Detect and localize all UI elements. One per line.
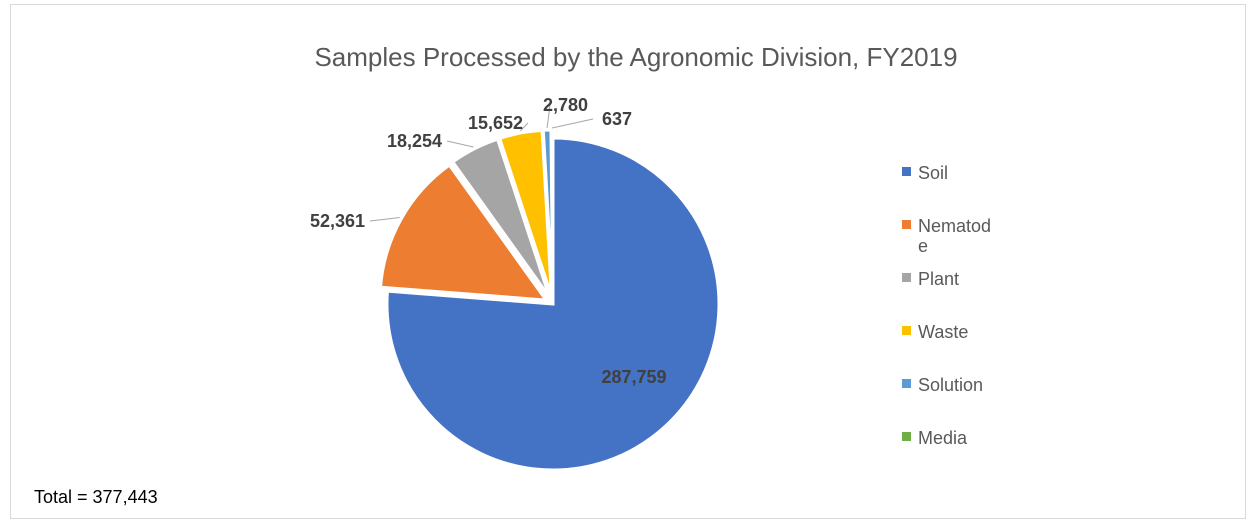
data-labels: 287,759 52,361 18,254 15,652 2,780 637 [310,95,667,387]
legend-label-nematode: e [918,236,928,256]
legend-label-solution: Solution [918,375,983,395]
legend-swatch-soil [902,167,911,176]
legend-item-waste: Waste [902,322,968,342]
leader-lines [369,104,594,222]
legend-swatch-nematode [902,220,911,229]
leader-line-solution [546,104,551,129]
legend-item-media: Media [902,428,968,448]
legend-item-solution: Solution [902,375,983,395]
legend-swatch-solution [902,379,911,388]
chart-title: Samples Processed by the Agronomic Divis… [314,42,957,72]
legend-swatch-waste [902,326,911,335]
leader-line-waste [519,122,529,132]
legend-label-waste: Waste [918,322,968,342]
legend-label-media: Media [918,428,968,448]
total-footnote: Total = 377,443 [34,487,158,507]
legend-label-nematode: Nematod [918,216,991,236]
pie-slices [378,128,721,472]
legend-item-soil: Soil [902,163,948,183]
legend-item-plant: Plant [902,269,959,289]
data-label-solution: 2,780 [543,95,588,115]
legend-swatch-plant [902,273,911,282]
pie-slice-nematode [378,162,550,302]
pie-slice-soil [385,136,721,472]
leader-line-plant [446,140,474,148]
pie-slice-plant [450,137,551,298]
legend-swatch-media [902,432,911,441]
data-label-nematode: 52,361 [310,211,365,231]
data-label-media: 637 [602,109,632,129]
legend-label-plant: Plant [918,269,959,289]
leader-line-nematode [369,217,400,222]
data-label-waste: 15,652 [468,113,523,133]
pie-slice-media [549,128,555,297]
leader-line-media [551,118,594,129]
legend-label-soil: Soil [918,163,948,183]
data-label-plant: 18,254 [387,131,442,151]
data-label-soil: 287,759 [601,367,666,387]
